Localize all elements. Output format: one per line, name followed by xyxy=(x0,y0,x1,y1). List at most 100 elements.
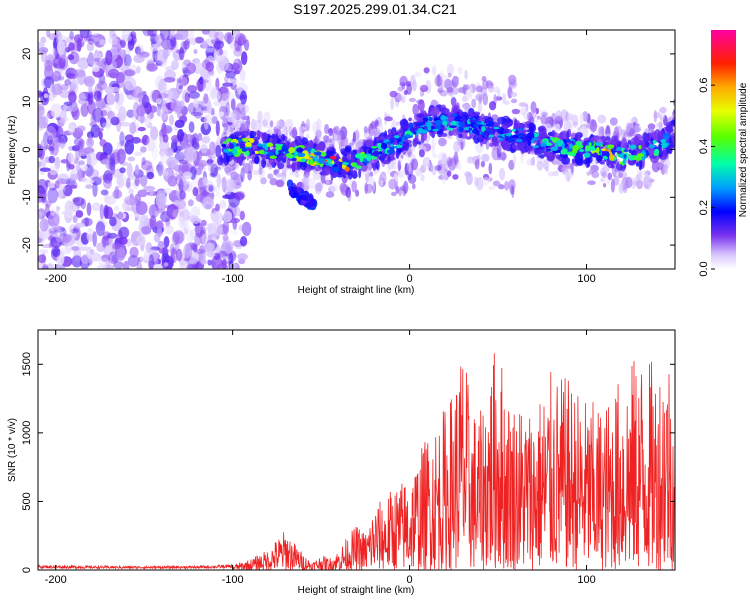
heatmap-cell xyxy=(188,121,195,133)
heatmap-cell xyxy=(208,30,219,39)
heatmap-cell xyxy=(98,257,109,268)
heatmap-cell xyxy=(92,107,104,123)
heatmap-cell xyxy=(588,142,592,147)
heatmap-cell xyxy=(86,42,95,52)
heatmap-cell xyxy=(148,254,155,269)
heatmap-cell xyxy=(167,175,178,187)
heatmap-cell xyxy=(105,50,113,66)
heatmap-cell xyxy=(378,175,387,184)
heatmap-cell xyxy=(99,204,105,220)
heatmap-cell xyxy=(627,159,634,165)
heatmap-cell xyxy=(146,171,155,180)
heatmap-cell xyxy=(342,161,349,166)
heatmap-cell xyxy=(417,122,424,127)
heatmap-cell xyxy=(359,157,364,163)
heatmap-cell xyxy=(68,224,74,234)
heatmap-cell xyxy=(275,179,285,188)
heatmap-cell xyxy=(420,174,425,182)
heatmap-cell xyxy=(41,196,47,203)
heatmap-cell xyxy=(587,119,596,130)
heatmap-cell xyxy=(439,70,444,82)
heatmap-cell xyxy=(64,79,72,86)
heatmap-cell xyxy=(162,133,169,143)
heatmap-cell xyxy=(102,173,108,183)
heatmap-cell xyxy=(60,159,69,164)
x-tick-label: -100 xyxy=(222,574,244,586)
heatmap-cell xyxy=(614,126,620,137)
heatmap-cell xyxy=(364,139,374,148)
heatmap-cell xyxy=(382,159,391,165)
heatmap-cell xyxy=(503,129,509,134)
heatmap-cell xyxy=(91,37,100,42)
heatmap-cell xyxy=(432,128,439,132)
heatmap-cell xyxy=(330,170,334,182)
heatmap-cell xyxy=(306,133,310,139)
heatmap-cell xyxy=(443,161,450,170)
heatmap-cell xyxy=(154,210,160,217)
heatmap-cell xyxy=(516,128,525,131)
heatmap-cell xyxy=(141,160,153,171)
heatmap-cell xyxy=(132,109,137,125)
heatmap-cell xyxy=(420,90,425,97)
heatmap-cell xyxy=(89,252,102,262)
heatmap-cell xyxy=(108,251,118,264)
heatmap-cell xyxy=(659,106,667,114)
heatmap-cell xyxy=(46,52,54,65)
heatmap-cell xyxy=(45,125,57,141)
heatmap-cell xyxy=(589,119,597,133)
heatmap-cell xyxy=(344,145,352,153)
heatmap-cell xyxy=(667,124,673,132)
heatmap-cell xyxy=(513,154,517,165)
heatmap-cell xyxy=(48,155,56,164)
heatmap-cell xyxy=(234,37,242,52)
heatmap-cell xyxy=(653,112,661,119)
heatmap-cell xyxy=(126,241,137,246)
heatmap-cell xyxy=(122,182,134,187)
heatmap-cell xyxy=(188,256,198,265)
heatmap-cell xyxy=(562,155,568,159)
heatmap-cell xyxy=(488,162,493,175)
heatmap-cell xyxy=(222,194,232,199)
heatmap-cell xyxy=(616,146,622,152)
heatmap-cell xyxy=(206,242,216,253)
heatmap-cell xyxy=(652,140,657,144)
heatmap-cell xyxy=(296,147,304,153)
heatmap-cell xyxy=(333,171,338,177)
heatmap-cell xyxy=(171,59,179,70)
heatmap-cell xyxy=(537,126,545,132)
heatmap-cell xyxy=(568,113,574,122)
heatmap-cell xyxy=(400,185,406,192)
heatmap-cell xyxy=(386,149,395,154)
heatmap-cell xyxy=(86,137,94,148)
heatmap-cell xyxy=(497,184,505,190)
heatmap-cell xyxy=(399,130,403,134)
heatmap-cell xyxy=(360,153,368,159)
heatmap-cell xyxy=(530,101,537,114)
heatmap-cell xyxy=(320,151,327,157)
heatmap-cell xyxy=(178,85,183,90)
heatmap-cell xyxy=(230,98,236,111)
heatmap-cell xyxy=(412,138,418,147)
heatmap-cell xyxy=(90,176,102,186)
heatmap-cell xyxy=(183,227,189,235)
heatmap-cell xyxy=(397,170,406,179)
heatmap-cell xyxy=(158,247,170,255)
heatmap-cell xyxy=(380,142,388,150)
heatmap-cell xyxy=(124,139,135,155)
heatmap-cell xyxy=(55,229,64,243)
heatmap-cell xyxy=(115,173,127,186)
heatmap-cell xyxy=(39,218,49,232)
heatmap-cell xyxy=(176,248,183,262)
heatmap-cell xyxy=(622,158,627,165)
heatmap-cell xyxy=(460,139,464,151)
heatmap-cell xyxy=(157,161,164,177)
heatmap-cell xyxy=(241,51,248,65)
heatmap-cell xyxy=(164,187,173,194)
heatmap-cell xyxy=(190,111,202,117)
heatmap-cell xyxy=(137,117,147,123)
heatmap-cell xyxy=(481,153,490,162)
heatmap-cell xyxy=(137,126,146,132)
heatmap-cell xyxy=(302,195,309,201)
heatmap-cell xyxy=(648,127,655,133)
heatmap-cell xyxy=(291,126,298,139)
